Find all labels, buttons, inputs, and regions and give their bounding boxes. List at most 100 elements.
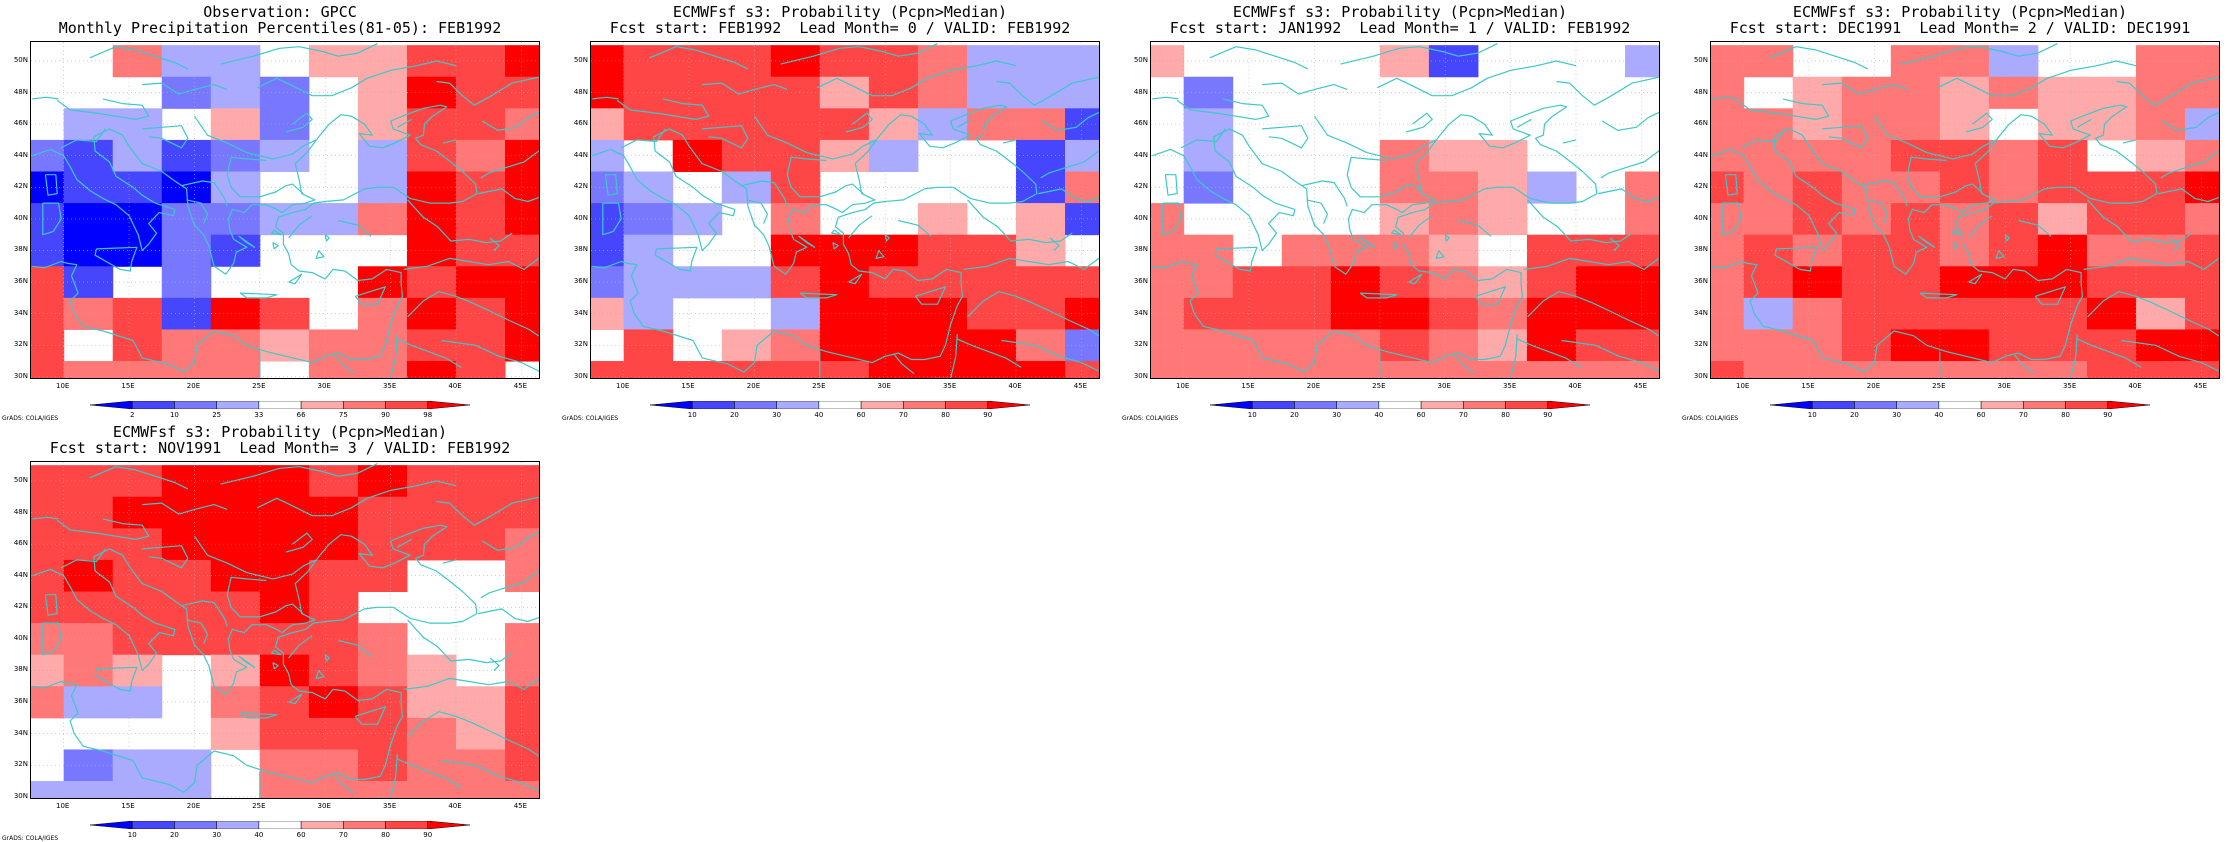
grid-cell xyxy=(505,749,539,782)
lat-tick-label: 38N xyxy=(1133,245,1148,254)
grid-cell xyxy=(308,749,359,782)
grid-cell xyxy=(259,781,310,798)
coastline xyxy=(616,98,710,120)
lon-tick-label: 30E xyxy=(317,802,331,810)
lon-tick-label: 20E xyxy=(746,382,761,390)
grid-cell xyxy=(2136,108,2186,141)
grid-cell xyxy=(112,591,163,624)
grid-cell xyxy=(1016,45,1066,78)
colorbar-label: 70 xyxy=(338,831,348,839)
coastline xyxy=(956,118,972,128)
colorbar-label: 10 xyxy=(687,411,697,419)
coastline xyxy=(481,111,539,131)
colorbar-swatch xyxy=(903,401,946,409)
grid-cell xyxy=(868,108,919,141)
coastline xyxy=(89,46,189,70)
grid-cell xyxy=(868,329,919,362)
coastline xyxy=(315,250,325,259)
grid-cell xyxy=(2185,45,2219,78)
grid-cell xyxy=(2185,203,2219,236)
lon-tick-label: 35E xyxy=(1502,382,1517,390)
grid-cell xyxy=(1151,361,1185,378)
colorbar-label: 80 xyxy=(941,411,950,419)
lon-tick-label: 10E xyxy=(616,382,630,390)
grid-cell xyxy=(112,528,163,561)
colorbar-swatch xyxy=(776,401,820,409)
grid-cell xyxy=(1477,297,1528,330)
coastline xyxy=(1408,215,1433,239)
coastline xyxy=(32,96,59,100)
colorbar-swatch xyxy=(216,821,260,829)
grid-cell xyxy=(357,623,408,656)
coastline xyxy=(1516,118,1532,128)
colorbar-swatch xyxy=(216,401,260,409)
grads-credit: GrADS: COLA/IGES xyxy=(562,415,619,422)
coastline xyxy=(285,532,313,553)
grid-cell xyxy=(308,559,359,593)
coastline xyxy=(403,257,539,270)
coastline xyxy=(181,600,228,627)
lon-tick-label: 30E xyxy=(1997,382,2011,390)
coastline xyxy=(32,516,59,520)
lat-tick-label: 50N xyxy=(13,475,28,484)
lon-tick-label: 15E xyxy=(121,802,135,810)
coastline xyxy=(2116,76,2219,106)
grid-cell xyxy=(505,717,539,750)
grid-cell xyxy=(2136,361,2186,378)
lat-tick-label: 42N xyxy=(1693,182,1708,191)
coastline xyxy=(1358,235,1376,248)
colorbar-swatch xyxy=(90,401,133,409)
lon-tick-label: 30E xyxy=(1437,382,1451,390)
map-panel: ECMWFsf s3: Probability (Pcpn>Median) Fcs… xyxy=(0,420,560,842)
grid-cell xyxy=(1792,139,1843,173)
colorbar xyxy=(90,401,470,409)
colorbar-swatch xyxy=(174,401,217,409)
colorbar-label: 20 xyxy=(1849,411,1859,419)
coastline xyxy=(1523,257,1659,270)
coastline xyxy=(271,229,282,236)
coastline xyxy=(2083,257,2219,270)
grid-cell xyxy=(2136,203,2186,236)
grads-credit: GrADS: COLA/IGES xyxy=(1682,415,1739,422)
grid-cell xyxy=(2136,45,2186,78)
coastline xyxy=(1861,180,1908,207)
grid-cell xyxy=(1792,329,1843,362)
grid-cell xyxy=(1625,266,1659,299)
grid-cell xyxy=(456,749,506,782)
coastline xyxy=(89,466,189,490)
grid-cell xyxy=(1428,171,1479,204)
grid-cell xyxy=(406,361,457,378)
grid-cell xyxy=(1232,297,1283,330)
grid-cell xyxy=(1792,361,1843,378)
map-panel: ECMWFsf s3: Probability (Pcpn>Median) Fcs… xyxy=(1680,0,2240,422)
grid-cell xyxy=(112,781,163,798)
coastline xyxy=(1900,43,2058,65)
colorbar-swatch xyxy=(131,821,175,829)
colorbar-swatch xyxy=(987,401,1030,409)
grid-cell xyxy=(456,139,506,173)
coastline xyxy=(1952,242,1959,250)
colorbar-swatch xyxy=(1770,401,1813,409)
map-svg xyxy=(1711,42,2219,378)
map-svg xyxy=(31,42,539,378)
coastline xyxy=(220,463,378,485)
coastline xyxy=(324,234,330,242)
lon-tick-label: 25E xyxy=(1372,382,1386,390)
lat-tick-label: 36N xyxy=(573,277,588,286)
grid-cell xyxy=(357,559,408,593)
grads-credit: GrADS: COLA/IGES xyxy=(2,415,59,422)
grid-cell xyxy=(1016,139,1066,173)
panel-subtitle: Fcst start: JAN1992 Lead Month= 1 / VALI… xyxy=(1169,19,1631,37)
coastline xyxy=(239,292,278,299)
colorbar-swatch xyxy=(300,821,344,829)
lat-tick-label: 38N xyxy=(13,665,28,674)
grid-cell xyxy=(2037,203,2088,236)
grid-cell xyxy=(1379,297,1430,330)
colorbar-swatch xyxy=(734,401,777,409)
lat-tick-label: 30N xyxy=(573,371,588,380)
grid-cell xyxy=(2037,297,2088,330)
grid-cell xyxy=(1625,329,1659,362)
grid-cell xyxy=(505,76,539,109)
coastline xyxy=(1822,82,1908,95)
coastline xyxy=(60,128,106,149)
